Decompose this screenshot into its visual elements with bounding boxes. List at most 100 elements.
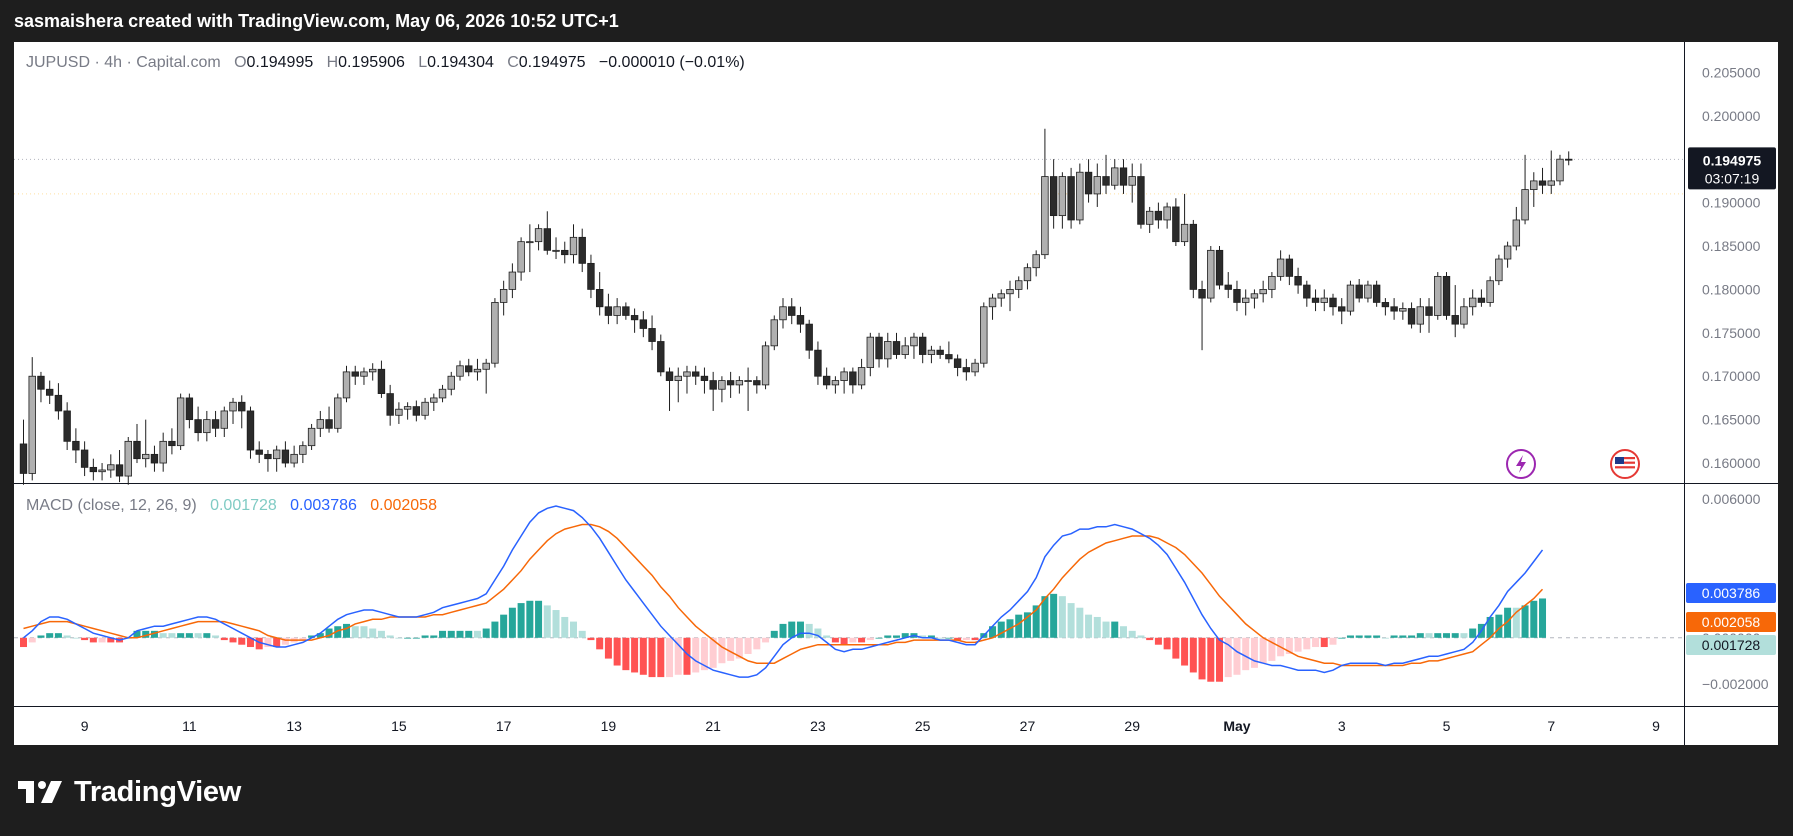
candle-body[interactable] [334, 397, 342, 429]
candle-body[interactable] [1128, 176, 1136, 186]
candle-body[interactable] [648, 328, 656, 342]
candle-body[interactable] [604, 306, 613, 316]
candle-body[interactable] [1076, 171, 1084, 221]
candle-body[interactable] [1416, 306, 1424, 325]
symbol-label[interactable]: JUPUSD · 4h · Capital.com [26, 54, 221, 71]
candle-body[interactable] [1215, 249, 1224, 286]
candle-body[interactable] [1303, 284, 1311, 299]
candle-body[interactable] [1154, 210, 1163, 221]
candle-body[interactable] [229, 401, 237, 412]
candle-body[interactable] [80, 449, 89, 468]
candle-body[interactable] [1119, 167, 1128, 186]
candle-body[interactable] [316, 419, 325, 429]
candle-body[interactable] [753, 380, 761, 386]
candle-body[interactable] [168, 440, 176, 447]
candle-body[interactable] [613, 306, 621, 316]
candle-body[interactable] [412, 406, 421, 416]
candle-body[interactable] [159, 440, 167, 464]
candle-body[interactable] [1294, 275, 1302, 286]
candle-body[interactable] [185, 397, 194, 421]
candle-body[interactable] [526, 241, 534, 244]
candle-body[interactable] [1338, 306, 1346, 312]
candle-body[interactable] [1111, 167, 1119, 186]
candle-body[interactable] [1390, 306, 1398, 312]
candle-body[interactable] [744, 380, 752, 382]
candle-body[interactable] [360, 371, 368, 377]
macd-line-tag[interactable] [1686, 583, 1776, 603]
candle-body[interactable] [1451, 315, 1459, 325]
candle-body[interactable] [1425, 306, 1433, 316]
candle-body[interactable] [866, 336, 875, 368]
candle-body[interactable] [814, 349, 822, 377]
candle-body[interactable] [1442, 275, 1451, 316]
candle-body[interactable] [1006, 289, 1014, 295]
candle-body[interactable] [386, 393, 394, 416]
candle-body[interactable] [726, 380, 735, 386]
candle-body[interactable] [543, 228, 551, 251]
candle-body[interactable] [456, 365, 464, 377]
candle-body[interactable] [45, 388, 54, 396]
candle-body[interactable] [700, 375, 709, 381]
candle-body[interactable] [1565, 158, 1573, 161]
candle-body[interactable] [115, 464, 124, 477]
candle-body[interactable] [805, 323, 813, 351]
candle-body[interactable] [63, 410, 71, 442]
candle-body[interactable] [1329, 297, 1337, 308]
candle-body[interactable] [1346, 284, 1355, 312]
candle-body[interactable] [561, 249, 569, 256]
candle-body[interactable] [299, 445, 307, 455]
candle-body[interactable] [761, 345, 770, 386]
candle-body[interactable] [491, 302, 499, 364]
candle-body[interactable] [1556, 158, 1564, 182]
candle-body[interactable] [1268, 275, 1276, 290]
candle-body[interactable] [788, 306, 796, 316]
candle-body[interactable] [770, 319, 778, 347]
candle-body[interactable] [1049, 176, 1058, 217]
candle-body[interactable] [534, 228, 543, 243]
candle-body[interactable] [945, 354, 953, 360]
macd-histogram-tag[interactable] [1686, 635, 1776, 655]
candle-body[interactable] [1163, 206, 1171, 221]
candle-body[interactable] [1372, 284, 1381, 303]
candle-body[interactable] [246, 410, 255, 451]
candle-body[interactable] [1407, 308, 1416, 325]
candle-body[interactable] [622, 306, 630, 316]
candle-body[interactable] [718, 380, 726, 390]
us-flag-icon[interactable] [1610, 449, 1640, 479]
candle-body[interactable] [1530, 180, 1538, 190]
candle-body[interactable] [1486, 280, 1494, 303]
candle-body[interactable] [220, 410, 228, 429]
candle-body[interactable] [142, 453, 150, 460]
candle-body[interactable] [630, 315, 639, 321]
candle-body[interactable] [1189, 223, 1198, 290]
candle-body[interactable] [1172, 206, 1180, 243]
candle-body[interactable] [1250, 293, 1259, 299]
candle-body[interactable] [150, 453, 159, 464]
candle-body[interactable] [264, 453, 272, 460]
candle-body[interactable] [133, 440, 141, 460]
candle-body[interactable] [1364, 284, 1372, 299]
candle-body[interactable] [421, 401, 429, 416]
candle-body[interactable] [368, 368, 377, 373]
candle-body[interactable] [1067, 176, 1075, 221]
candle-body[interactable] [674, 375, 682, 381]
candle-body[interactable] [1285, 258, 1294, 277]
candle-body[interactable] [927, 349, 936, 355]
candle-body[interactable] [255, 449, 263, 455]
candle-body[interactable] [1320, 297, 1328, 303]
candle-body[interactable] [203, 419, 211, 434]
candle-body[interactable] [997, 293, 1005, 299]
candle-body[interactable] [1023, 267, 1032, 282]
candle-body[interactable] [849, 371, 857, 386]
candle-body[interactable] [1259, 289, 1267, 295]
candle-body[interactable] [1224, 284, 1232, 290]
candle-body[interactable] [377, 368, 386, 394]
candle-body[interactable] [665, 371, 674, 381]
candle-body[interactable] [508, 271, 517, 290]
candle-body[interactable] [281, 449, 290, 464]
candle-body[interactable] [901, 345, 909, 355]
candle-body[interactable] [1503, 245, 1512, 260]
candle-body[interactable] [517, 241, 525, 273]
candle-body[interactable] [272, 449, 281, 460]
candle-body[interactable] [875, 336, 883, 360]
